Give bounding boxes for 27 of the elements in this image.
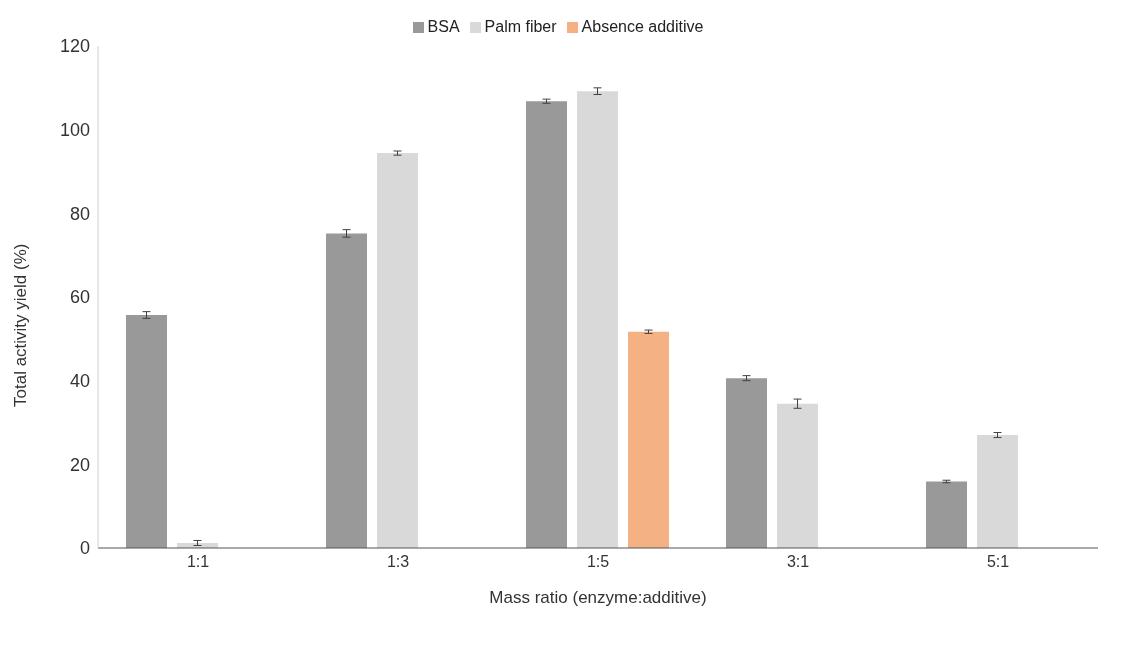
bar [326,233,367,548]
y-tick-label: 120 [59,36,90,57]
y-tick-label: 60 [69,287,90,308]
y-tick-label: 100 [59,120,90,141]
x-axis-title: Mass ratio (enzyme:additive) [489,588,707,607]
x-tick-label: 1:5 [586,553,610,571]
y-tick-label: 20 [69,454,90,475]
y-tick-label: 0 [79,538,90,559]
legend-label: Palm fiber [484,18,557,35]
bar [926,481,967,548]
bar [977,435,1018,548]
bar [777,403,818,548]
bar [726,378,767,548]
bar [126,314,167,548]
legend-label: Absence additive [581,18,704,35]
y-tick-label: 80 [69,203,90,224]
bar [377,153,418,548]
bar [526,101,567,548]
y-axis-title: Total activity yield (%) [11,243,31,407]
x-tick-label: 1:3 [386,553,410,571]
bar [628,331,669,548]
bar [577,91,618,548]
x-tick-label: 5:1 [986,553,1010,571]
legend-label: BSA [427,18,460,35]
x-tick-label: 3:1 [786,553,810,571]
y-tick-label: 40 [69,371,90,392]
x-tick-label: 1:1 [186,553,210,571]
